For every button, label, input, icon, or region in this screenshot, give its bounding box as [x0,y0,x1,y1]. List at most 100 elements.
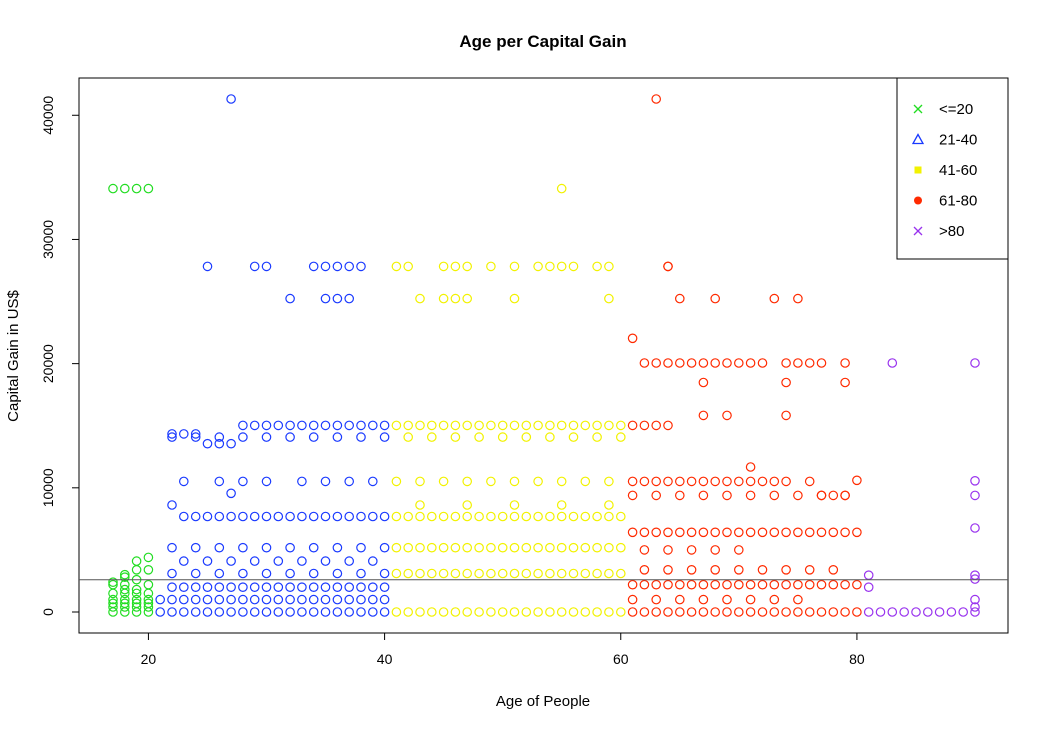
data-point [497,420,508,431]
data-point [615,420,626,431]
data-point [190,429,201,439]
data-point [816,358,827,368]
data-point [722,527,732,538]
data-point [285,607,295,617]
data-point [781,358,791,368]
data-point [604,261,614,272]
x-axis-label: Age of People [496,693,590,710]
data-point [462,568,472,579]
data-point [674,490,685,501]
data-point [568,511,579,522]
data-point [261,582,272,592]
data-point [261,568,272,579]
data-point [356,568,366,579]
data-point [556,261,567,272]
data-point [391,607,402,617]
data-point [592,542,602,553]
data-point [308,261,319,272]
data-point [379,594,390,605]
data-point [108,577,118,587]
data-point [745,462,756,472]
series--80 [863,358,980,617]
data-point [533,261,543,272]
data-point [167,607,177,617]
data-point [816,579,827,590]
legend-label: 61-80 [939,193,977,210]
data-point [332,511,343,522]
data-point [438,293,449,304]
data-point [403,568,413,579]
data-point [120,602,130,612]
data-point [356,594,366,605]
data-point [486,542,496,553]
data-point [367,511,378,522]
data-point [261,476,272,487]
data-point [202,582,213,592]
data-point [415,293,425,304]
data-point [320,261,331,272]
data-point [887,607,898,617]
data-point [604,542,614,553]
data-point [356,420,366,431]
data-point [297,511,307,522]
data-point [828,607,839,617]
data-point [214,432,225,442]
data-point [804,564,815,575]
data-point [663,261,673,272]
data-point [438,420,449,431]
data-point [238,476,248,487]
data-point [238,420,248,431]
data-point [391,542,402,553]
data-point [486,511,496,522]
data-point [120,594,130,605]
data-point [911,607,921,617]
data-point [545,261,555,272]
data-point [238,607,248,617]
data-point [426,568,437,579]
data-point [238,582,248,592]
data-point [615,542,626,553]
data-point [698,358,709,368]
data-point [509,293,520,304]
plot-frame [78,77,1009,634]
data-point [438,542,449,553]
data-point [710,358,720,368]
data-point [970,602,980,612]
data-point [450,511,461,522]
x-tick-label: 60 [613,651,629,667]
data-point [698,377,709,388]
data-point [120,579,130,590]
data-point [698,410,709,421]
data-point [450,420,461,431]
data-point [639,358,650,368]
data-point [120,584,130,595]
data-point [120,183,130,194]
data-point [190,432,201,442]
data-point [722,358,732,368]
data-point [344,582,354,592]
data-point [403,511,413,522]
data-point [450,261,461,272]
data-point [285,542,295,553]
data-point [639,545,650,555]
data-point [781,410,791,421]
data-point [580,511,591,522]
data-point [663,579,673,590]
data-point [533,420,543,431]
data-point [131,556,142,566]
data-point [190,607,201,617]
data-point [875,607,886,617]
data-point [698,527,709,538]
data-point [580,607,591,617]
data-point [545,607,555,617]
data-point [332,582,343,592]
data-point [521,511,532,522]
data-point [450,542,461,553]
data-point [970,358,980,368]
data-point [793,579,803,590]
data-point [592,432,602,442]
data-point [686,564,697,575]
data-point [710,527,720,538]
data-point [840,490,850,501]
y-tick-label: 0 [40,608,56,616]
